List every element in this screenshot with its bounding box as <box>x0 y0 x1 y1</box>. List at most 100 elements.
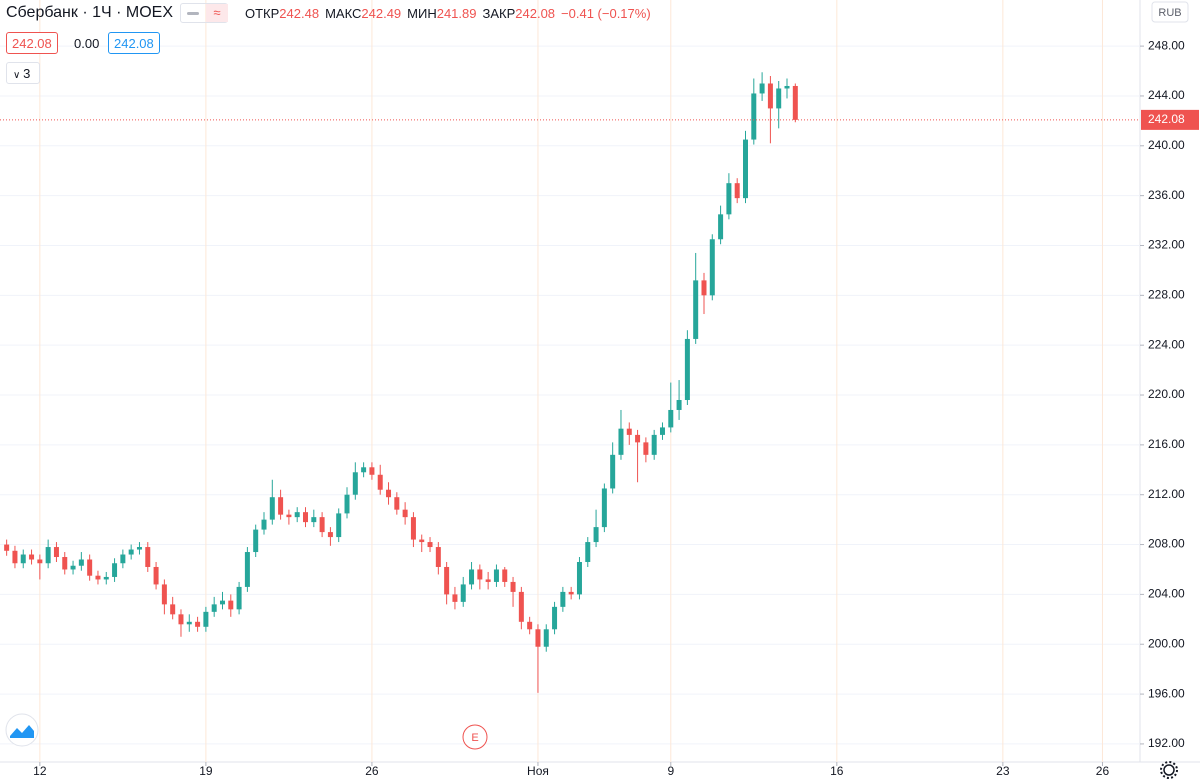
candle-body <box>444 566 450 595</box>
candle-body <box>701 280 707 296</box>
currency-box[interactable] <box>1151 1 1189 23</box>
candle-body <box>352 472 358 495</box>
ohlc-label: МИН <box>407 6 437 21</box>
logo-icon <box>10 725 34 738</box>
candle-body <box>601 488 607 528</box>
gear-ring <box>1163 764 1175 776</box>
x-tick-label: 12 <box>33 764 47 778</box>
candle-body <box>668 409 674 428</box>
candle-body <box>70 565 76 570</box>
y-tick-label: 232.00 <box>1148 238 1185 252</box>
y-tick-label: 204.00 <box>1148 587 1185 601</box>
candle-body <box>377 474 383 490</box>
ohlc-value: 241.89 <box>436 6 477 21</box>
ohlc-value: 242.48 <box>279 6 320 21</box>
candle-body <box>518 591 524 622</box>
bid-price[interactable]: 242.08 <box>6 32 58 54</box>
indicators-toggle[interactable]: ∨ 3 <box>6 62 40 84</box>
candle-body <box>319 517 325 533</box>
spread: 0.00 <box>74 36 100 51</box>
candle-body <box>643 442 649 455</box>
ohlc-label: ОТКР <box>245 6 280 21</box>
y-tick-label: 208.00 <box>1148 537 1185 551</box>
x-tick-label: 9 <box>667 764 674 778</box>
candle-body <box>261 519 267 530</box>
ohlc-legend: ОТКР242.48 МАКС242.49 МИН241.89 ЗАКР242.08−… <box>245 6 651 21</box>
candle-body <box>236 586 242 610</box>
x-tick-label: 23 <box>996 764 1010 778</box>
candle-body <box>776 88 782 109</box>
candle-body <box>493 569 499 582</box>
candle-body <box>311 517 317 523</box>
candle-body <box>469 569 475 585</box>
ohlc-label: МАКС <box>325 6 362 21</box>
symbol-title[interactable]: Сбербанк · 1Ч · MOEX <box>6 4 173 21</box>
event-label: E <box>471 732 478 744</box>
candle-body <box>527 621 533 630</box>
candle-body <box>244 552 250 587</box>
gear-teeth <box>1160 761 1178 779</box>
candle-body <box>87 559 93 576</box>
candle-body <box>693 280 699 339</box>
candle-body <box>485 579 491 582</box>
candle-body <box>112 563 118 577</box>
candle-body <box>12 550 18 564</box>
candle-body <box>361 467 367 473</box>
compare-toggle[interactable]: ≈ <box>180 3 228 23</box>
y-tick-label: 212.00 <box>1148 487 1185 501</box>
y-tick-label: 248.00 <box>1148 38 1185 52</box>
ohlc-label: ЗАКР <box>482 6 516 21</box>
candle-body <box>4 544 10 551</box>
candle-body <box>610 454 616 489</box>
candle-body <box>136 547 142 550</box>
candle-body <box>410 517 416 540</box>
x-tick-label: Ноя <box>527 764 549 778</box>
candle-body <box>659 427 665 435</box>
last-price-box <box>1141 109 1199 130</box>
candle-body <box>734 183 740 199</box>
logo-circle <box>5 713 39 747</box>
candle-body <box>435 547 441 567</box>
candle-body <box>593 527 599 543</box>
candle-body <box>618 428 624 455</box>
y-tick-label: 244.00 <box>1148 88 1185 102</box>
logo <box>5 713 39 747</box>
candle-body <box>452 594 458 602</box>
y-tick-label: 236.00 <box>1148 188 1185 202</box>
candle-body <box>303 512 309 523</box>
candle-body <box>585 542 591 562</box>
plot-area <box>0 0 1140 762</box>
candle-body <box>535 629 541 647</box>
event-marker[interactable] <box>462 724 488 750</box>
candle-body <box>336 513 342 538</box>
candle-body <box>709 239 715 296</box>
settings-icon[interactable] <box>1160 761 1178 779</box>
ohlc-value: 242.49 <box>361 6 402 21</box>
candle-body <box>269 497 275 520</box>
candle-body <box>568 591 574 595</box>
candle-body <box>103 576 109 580</box>
candle-body <box>95 575 101 580</box>
candle-body <box>211 604 217 612</box>
y-tick-label: 220.00 <box>1148 387 1185 401</box>
candle-body <box>635 434 641 443</box>
candle-body <box>784 85 790 89</box>
candle-body <box>178 614 184 625</box>
change: −0.41 (−0.17%) <box>561 6 651 21</box>
candle-body <box>502 569 508 582</box>
candle-body <box>170 604 176 615</box>
x-tick-label: 26 <box>365 764 379 778</box>
candle-body <box>37 559 43 564</box>
ask-price[interactable]: 242.08 <box>108 32 160 54</box>
candle-body <box>161 584 167 605</box>
toggle-on: ≈ <box>206 4 228 22</box>
candle-body <box>53 547 59 558</box>
candle-body <box>759 83 765 94</box>
x-tick-label: 16 <box>830 764 844 778</box>
candle-body <box>726 183 732 215</box>
candle-body <box>145 547 151 567</box>
indicator-count: 3 <box>23 66 31 81</box>
chevron: ∨ <box>13 70 24 81</box>
